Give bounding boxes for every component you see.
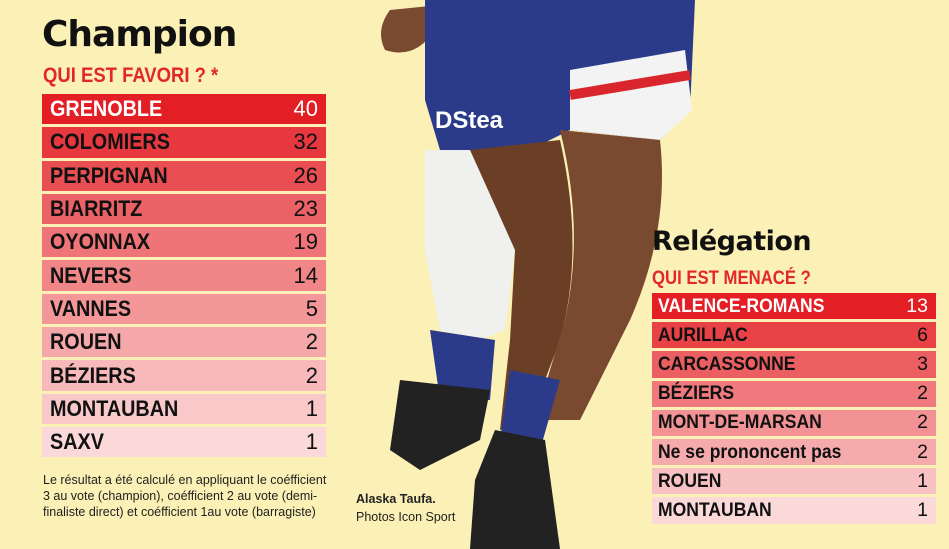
champion-team-name: BIARRITZ bbox=[50, 196, 143, 222]
relegation-team-name: BÉZIERS bbox=[658, 382, 735, 405]
champion-row: BÉZIERS 2 bbox=[42, 360, 326, 391]
champion-team-value: 23 bbox=[293, 196, 318, 222]
champion-row: NEVERS 14 bbox=[42, 260, 326, 291]
relegation-team-name: ROUEN bbox=[658, 469, 722, 492]
champion-row: PERPIGNAN 26 bbox=[42, 160, 326, 191]
champion-team-value: 14 bbox=[293, 262, 318, 288]
relegation-row: CARCASSONNE 3 bbox=[652, 351, 936, 378]
caption-credit: Photos Icon Sport bbox=[356, 510, 456, 524]
relegation-row: Ne se prononcent pas 2 bbox=[652, 438, 936, 466]
relegation-team-value: 3 bbox=[917, 352, 928, 375]
relegation-team-value: 2 bbox=[917, 382, 928, 405]
champion-team-name: BÉZIERS bbox=[50, 362, 136, 388]
champion-table: GRENOBLE 40 COLOMIERS 32 PERPIGNAN 26 BIARRITZ… bbox=[42, 94, 326, 460]
relegation-team-value: 1 bbox=[917, 469, 928, 492]
champion-team-value: 2 bbox=[305, 329, 318, 355]
relegation-row: AURILLAC 6 bbox=[652, 322, 936, 349]
relegation-team-value: 6 bbox=[917, 323, 928, 346]
champion-team-name: NEVERS bbox=[50, 262, 132, 288]
relegation-row: MONT-DE-MARSAN 2 bbox=[652, 409, 936, 436]
champion-team-name: OYONNAX bbox=[50, 229, 151, 255]
champion-row: VANNES 5 bbox=[42, 293, 326, 325]
champion-team-value: 1 bbox=[305, 429, 318, 455]
champion-team-value: 40 bbox=[293, 96, 318, 122]
relegation-team-name: AURILLAC bbox=[658, 323, 748, 346]
relegation-subtitle: QUI EST MENACÉ ? bbox=[652, 268, 811, 289]
champion-team-name: SAXV bbox=[50, 429, 104, 455]
champion-subtitle: QUI EST FAVORI ? * bbox=[43, 64, 219, 87]
champion-team-name: GRENOBLE bbox=[50, 96, 163, 122]
champion-team-name: ROUEN bbox=[50, 329, 122, 355]
champion-team-value: 5 bbox=[305, 295, 318, 321]
player-photo: DStea bbox=[381, 0, 695, 549]
relegation-team-value: 2 bbox=[917, 440, 928, 463]
relegation-title: Relégation bbox=[652, 226, 812, 257]
champion-team-name: VANNES bbox=[50, 295, 132, 321]
relegation-row: VALENCE-ROMANS 13 bbox=[652, 293, 936, 320]
relegation-row: MONTAUBAN 1 bbox=[652, 497, 936, 524]
champion-team-name: MONTAUBAN bbox=[50, 395, 179, 421]
champion-team-value: 19 bbox=[293, 229, 318, 255]
svg-text:DStea: DStea bbox=[435, 107, 504, 134]
champion-team-name: COLOMIERS bbox=[50, 129, 170, 155]
champion-title: Champion bbox=[42, 14, 237, 55]
champion-row: BIARRITZ 23 bbox=[42, 193, 326, 225]
relegation-team-name: CARCASSONNE bbox=[658, 352, 796, 375]
champion-team-value: 32 bbox=[293, 129, 318, 155]
champion-row: OYONNAX 19 bbox=[42, 227, 326, 258]
relegation-team-value: 13 bbox=[906, 294, 928, 317]
champion-team-value: 26 bbox=[293, 162, 318, 188]
champion-team-name: PERPIGNAN bbox=[50, 162, 168, 188]
champion-row: ROUEN 2 bbox=[42, 327, 326, 358]
relegation-row: ROUEN 1 bbox=[652, 468, 936, 495]
relegation-team-value: 1 bbox=[917, 498, 928, 521]
champion-row: SAXV 1 bbox=[42, 426, 326, 458]
relegation-team-name: MONT-DE-MARSAN bbox=[658, 411, 822, 434]
relegation-team-value: 2 bbox=[917, 411, 928, 434]
champion-team-value: 1 bbox=[305, 395, 318, 421]
champion-row: COLOMIERS 32 bbox=[42, 127, 326, 158]
caption-name: Alaska Taufa. bbox=[356, 492, 436, 506]
champion-team-value: 2 bbox=[305, 362, 318, 388]
relegation-table: VALENCE-ROMANS 13 AURILLAC 6 CARCASSONNE 3 BÉZ… bbox=[652, 293, 936, 527]
methodology-note: Le résultat a été calculé en appliquant … bbox=[43, 473, 327, 519]
relegation-team-name: VALENCE-ROMANS bbox=[658, 294, 825, 317]
champion-row: GRENOBLE 40 bbox=[42, 94, 326, 125]
relegation-team-name: MONTAUBAN bbox=[658, 498, 772, 521]
relegation-row: BÉZIERS 2 bbox=[652, 380, 936, 407]
relegation-team-name: Ne se prononcent pas bbox=[658, 440, 842, 463]
champion-row: MONTAUBAN 1 bbox=[42, 393, 326, 424]
photo-caption: Alaska Taufa. Photos Icon Sport bbox=[356, 490, 455, 526]
